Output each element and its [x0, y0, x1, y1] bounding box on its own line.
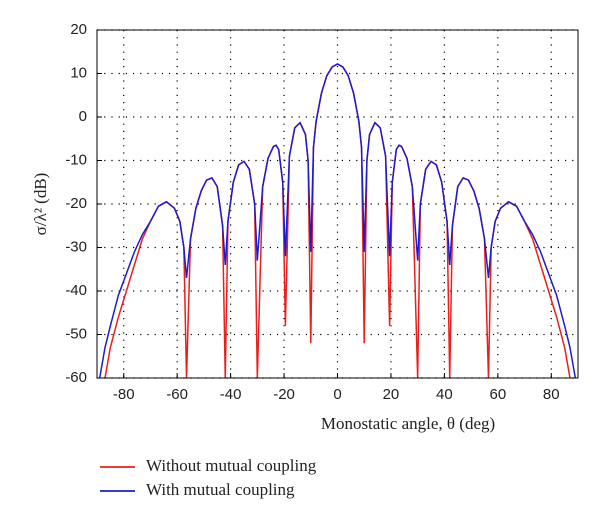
legend-label: With mutual coupling [146, 480, 295, 499]
x-axis-label: Monostatic angle, θ (deg) [321, 414, 495, 433]
y-tick-label: 0 [79, 108, 87, 125]
x-tick-label: 0 [333, 386, 341, 403]
x-tick-label: -20 [273, 386, 295, 403]
y-tick-label: -20 [65, 195, 87, 212]
series-line [98, 63, 577, 378]
x-tick-label: 60 [489, 386, 506, 403]
legend-label: Without mutual coupling [146, 456, 317, 475]
x-tick-label: -80 [113, 386, 135, 403]
y-tick-label: -10 [65, 151, 87, 168]
x-tick-label: 80 [543, 386, 560, 403]
x-tick-label: -40 [220, 386, 242, 403]
x-tick-label: 40 [436, 386, 453, 403]
y-axis-label: σ/λ² (dB) [31, 173, 50, 236]
x-tick-label: -60 [166, 386, 188, 403]
plot-frame [96, 29, 579, 379]
y-tick-label: 20 [70, 21, 87, 38]
x-tick-label: 20 [383, 386, 400, 403]
y-tick-label: -60 [65, 369, 87, 386]
y-tick-label: -40 [65, 282, 87, 299]
y-tick-label: -30 [65, 238, 87, 255]
y-tick-label: 10 [70, 64, 87, 81]
y-tick-label: -50 [65, 325, 87, 342]
